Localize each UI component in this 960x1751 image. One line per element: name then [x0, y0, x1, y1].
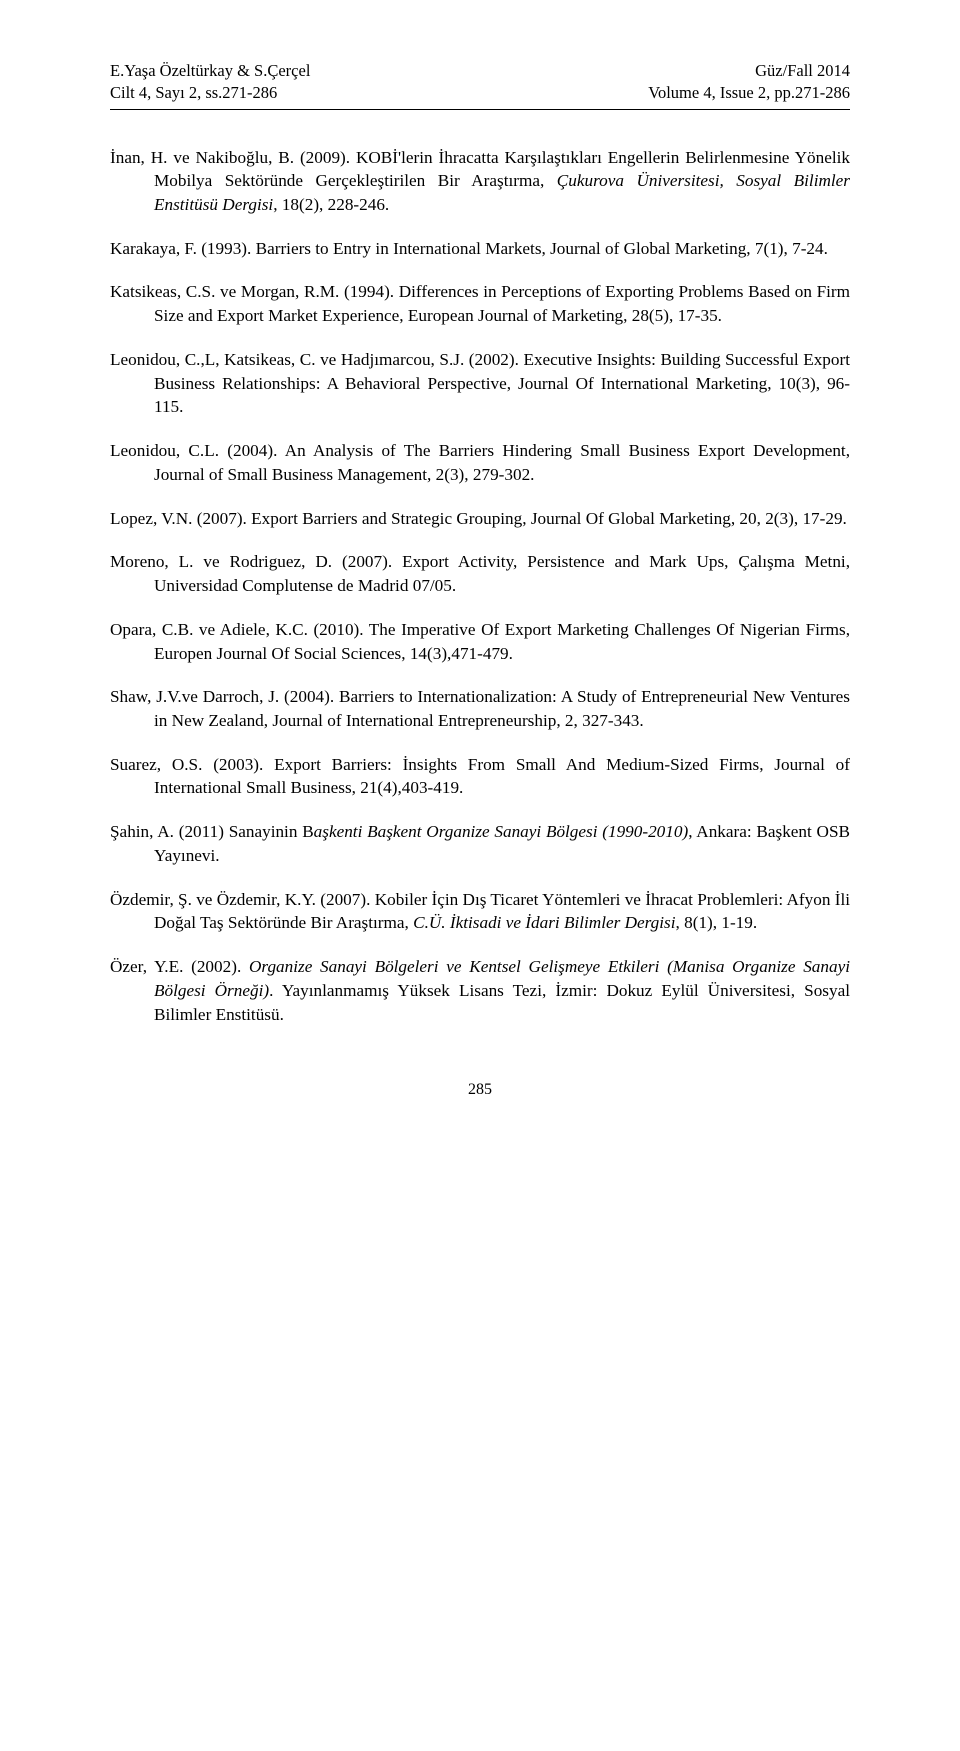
- reference-item: Özer, Y.E. (2002). Organize Sanayi Bölge…: [110, 955, 850, 1026]
- header-season: Güz/Fall 2014: [648, 60, 850, 82]
- reference-item: Şahin, A. (2011) Sanayinin Başkenti Başk…: [110, 820, 850, 867]
- reference-item: Suarez, O.S. (2003). Export Barriers: İn…: [110, 753, 850, 800]
- ref-text: Leonidou, C.,L, Katsikeas, C. ve Hadjıma…: [110, 350, 850, 416]
- ref-text: Shaw, J.V.ve Darroch, J. (2004). Barrier…: [110, 687, 850, 730]
- ref-text: , 18(2), 228-246.: [273, 195, 389, 214]
- reference-item: Katsikeas, C.S. ve Morgan, R.M. (1994). …: [110, 280, 850, 327]
- ref-text: Opara, C.B. ve Adiele, K.C. (2010). The …: [110, 620, 850, 663]
- reference-item: Lopez, V.N. (2007). Export Barriers and …: [110, 507, 850, 531]
- ref-text: , 8(1), 1-19.: [676, 913, 758, 932]
- page-number: 285: [110, 1081, 850, 1099]
- reference-item: İnan, H. ve Nakiboğlu, B. (2009). KOBİ'l…: [110, 146, 850, 217]
- ref-italic: aşkenti Başkent Organize Sanayi Bölgesi …: [314, 822, 689, 841]
- reference-item: Özdemir, Ş. ve Özdemir, K.Y. (2007). Kob…: [110, 888, 850, 935]
- reference-item: Karakaya, F. (1993). Barriers to Entry i…: [110, 237, 850, 261]
- ref-text: Leonidou, C.L. (2004). An Analysis of Th…: [110, 441, 850, 484]
- ref-text: Katsikeas, C.S. ve Morgan, R.M. (1994). …: [110, 282, 850, 325]
- ref-text: Şahin, A. (2011) Sanayinin B: [110, 822, 314, 841]
- reference-item: Shaw, J.V.ve Darroch, J. (2004). Barrier…: [110, 685, 850, 732]
- ref-text: Lopez, V.N. (2007). Export Barriers and …: [110, 509, 847, 528]
- ref-text: Suarez, O.S. (2003). Export Barriers: İn…: [110, 755, 850, 798]
- header-volume: Volume 4, Issue 2, pp.271-286: [648, 82, 850, 104]
- header-divider: [110, 109, 850, 110]
- ref-text: Karakaya, F. (1993). Barriers to Entry i…: [110, 239, 828, 258]
- header-right: Güz/Fall 2014 Volume 4, Issue 2, pp.271-…: [648, 60, 850, 105]
- header-authors: E.Yaşa Özeltürkay & S.Çerçel: [110, 60, 310, 82]
- ref-text: Özer, Y.E. (2002).: [110, 957, 249, 976]
- header-cilt: Cilt 4, Sayı 2, ss.271-286: [110, 82, 310, 104]
- ref-italic: C.Ü. İktisadi ve İdari Bilimler Dergisi: [413, 913, 675, 932]
- reference-item: Opara, C.B. ve Adiele, K.C. (2010). The …: [110, 618, 850, 665]
- reference-item: Leonidou, C.L. (2004). An Analysis of Th…: [110, 439, 850, 486]
- header-left: E.Yaşa Özeltürkay & S.Çerçel Cilt 4, Say…: [110, 60, 310, 105]
- reference-item: Leonidou, C.,L, Katsikeas, C. ve Hadjıma…: [110, 348, 850, 419]
- page-header: E.Yaşa Özeltürkay & S.Çerçel Cilt 4, Say…: [110, 60, 850, 105]
- reference-item: Moreno, L. ve Rodriguez, D. (2007). Expo…: [110, 550, 850, 597]
- ref-text: Moreno, L. ve Rodriguez, D. (2007). Expo…: [110, 552, 850, 595]
